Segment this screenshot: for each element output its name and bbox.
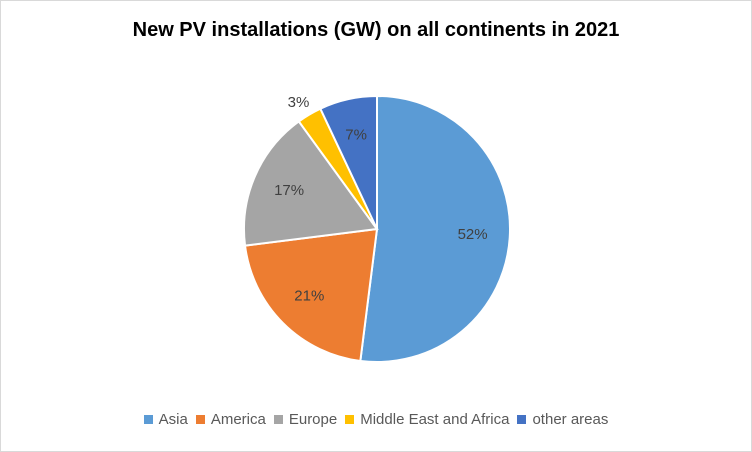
legend-swatch [143, 415, 153, 424]
chart-title: New PV installations (GW) on all contine… [132, 19, 620, 41]
data-label-middle-east-africa: 3% [288, 94, 310, 111]
slice-america [243, 227, 379, 363]
legend-label: Middle East and Africa [360, 411, 510, 428]
data-label-europe: 17% [274, 182, 304, 199]
legend-swatch [517, 415, 527, 424]
legend-label: America [210, 411, 266, 428]
slice-other-areas [319, 94, 378, 230]
legend-label: Europe [288, 411, 338, 428]
legend-swatch [195, 415, 205, 424]
legend-item-other-areas: other areas [517, 411, 608, 428]
slice-europe [243, 120, 379, 247]
legend-swatch [273, 415, 283, 424]
legend-swatch [345, 415, 355, 424]
legend-item-middle-east-africa: Middle East and Africa [345, 411, 509, 428]
legend-label: Asia [158, 411, 188, 428]
legend-item-asia: Asia [143, 411, 188, 428]
legend-label: other areas [532, 411, 609, 428]
legend-item-america: America [195, 411, 266, 428]
data-label-america: 21% [294, 288, 324, 305]
data-label-other-areas: 7% [345, 126, 367, 143]
legend-item-europe: Europe [273, 411, 338, 428]
data-label-asia: 52% [458, 226, 488, 243]
legend: Asia America Europe Middle East and Afri… [1, 411, 751, 428]
slice-asia [359, 94, 512, 363]
